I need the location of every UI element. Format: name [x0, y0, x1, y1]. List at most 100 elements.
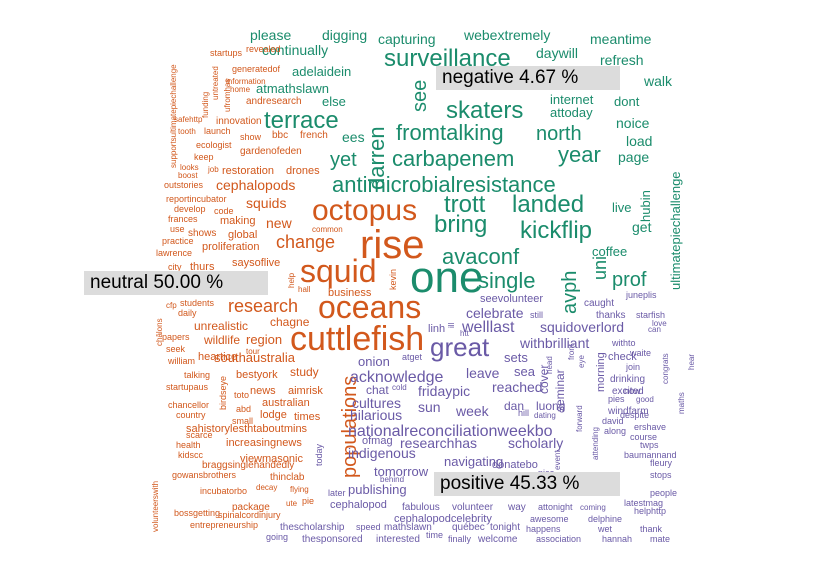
cloud-word: capturing: [378, 31, 436, 47]
cloud-word: cultures: [352, 395, 401, 411]
cloud-word: week: [455, 403, 490, 419]
cloud-word: chancellor: [168, 400, 209, 410]
cloud-word: birdseye: [218, 376, 228, 410]
cloud-word: oceans: [318, 289, 421, 325]
cloud-word: seminar: [553, 369, 567, 412]
cloud-word: châlons: [155, 318, 164, 346]
cloud-word: chagne: [270, 315, 310, 329]
cloud-word: bbc: [272, 130, 288, 141]
cloud-word: can: [648, 325, 661, 334]
cloud-word: terrace: [264, 107, 339, 134]
cloud-word: untreated: [211, 66, 220, 100]
cloud-word: bossgetting: [174, 508, 220, 518]
cloud-word: going: [266, 532, 288, 542]
cloud-word: ultimatepiechallenge: [668, 171, 683, 290]
cloud-word: bestyork: [236, 369, 278, 381]
cloud-word: squidoverlord: [540, 319, 624, 335]
cloud-word: daywill: [536, 45, 578, 61]
cloud-word: tour: [246, 347, 260, 356]
cloud-word: chat: [366, 383, 389, 397]
cloud-word: help: [287, 272, 296, 288]
cloud-word: noice: [616, 115, 650, 131]
cloud-word: hannah: [602, 534, 632, 544]
cloud-word: country: [176, 410, 206, 420]
cloud-word: practice: [162, 236, 194, 246]
cloud-word: latestmag: [624, 498, 663, 508]
cloud-word: small: [232, 416, 253, 426]
cloud-word: dating: [534, 411, 556, 420]
cloud-word: pie: [302, 496, 314, 506]
cloud-word: fridaypic: [418, 383, 470, 399]
cloud-word: htt: [460, 329, 470, 338]
cloud-word: change: [276, 232, 335, 252]
cloud-word: forward: [575, 405, 584, 432]
cloud-word: code: [214, 206, 234, 216]
cloud-word: thinclab: [270, 472, 305, 483]
cloud-word: talking: [184, 370, 210, 380]
cloud-word: reached: [492, 379, 543, 395]
cloud-word: squid: [300, 253, 377, 289]
cloud-word: australian: [262, 397, 310, 409]
cloud-word: city: [168, 262, 182, 272]
cloud-word: delphine: [588, 514, 622, 524]
cloud-word: withto: [611, 338, 636, 348]
cloud-word: continually: [262, 42, 328, 58]
cloud-word: check: [608, 351, 637, 363]
cloud-word: digging: [322, 27, 367, 43]
cloud-word: reportincubator: [166, 194, 227, 204]
cloud-word: avph: [559, 271, 581, 314]
cloud-word: ees: [342, 129, 365, 145]
cloud-word: lodge: [260, 409, 287, 421]
cloud-word: show: [240, 132, 262, 142]
cloud-word: despite: [620, 410, 649, 420]
cloud-word: walk: [643, 73, 673, 89]
cloud-word: waite: [629, 348, 651, 358]
cloud-word: front: [567, 343, 576, 360]
cloud-word: drones: [286, 165, 320, 177]
cloud-word: abd: [236, 404, 251, 414]
cloud-word: wet: [597, 524, 613, 534]
cloud-word: job: [207, 165, 219, 174]
cloud-word: yet: [330, 149, 357, 171]
cloud-word: mathslawn: [384, 522, 432, 533]
cloud-word: develop: [174, 204, 206, 214]
cloud-word: hear: [687, 354, 696, 370]
cloud-word: increasingnews: [226, 437, 302, 449]
cloud-word: cuttlefish: [290, 320, 424, 358]
cloud-word: decay: [256, 483, 277, 492]
cloud-word: coming: [580, 503, 606, 512]
cloud-word: pies: [608, 394, 625, 404]
cloud-word: leave: [466, 365, 500, 381]
cloud-word: single: [478, 268, 535, 293]
cloud-word: health: [176, 440, 201, 450]
cloud-word: revealed: [246, 44, 281, 54]
cloud-word: saysoflive: [232, 257, 280, 269]
cloud-word: atget: [402, 352, 423, 362]
cloud-word: heartice: [198, 351, 237, 363]
cloud-word: wildlife: [203, 333, 240, 347]
cloud-word: people: [650, 488, 677, 498]
cloud-word: french: [300, 130, 328, 141]
cloud-word: see: [409, 80, 431, 112]
cloud-word: time: [426, 530, 443, 540]
cloud-word: finally: [448, 534, 472, 544]
cloud-word: join: [625, 362, 640, 372]
cloud-word: eye: [577, 355, 586, 368]
label-neutral: neutral 50.00 %: [84, 271, 268, 295]
cloud-word: looks: [180, 163, 199, 172]
cloud-word: adelaidein: [292, 64, 351, 79]
cloud-word: nationalreconciliationweekbo: [348, 423, 553, 440]
cloud-word: papers: [162, 332, 190, 342]
cloud-word: boost: [178, 171, 198, 180]
cloud-word: ecologist: [196, 140, 232, 150]
cloud-word: tooth: [178, 127, 196, 136]
cloud-word: kidscc: [178, 450, 204, 460]
cloud-word: sahistorylesthtaboutmins: [186, 423, 308, 435]
cloud-word: populations: [339, 376, 361, 478]
cloud-word: refresh: [600, 52, 644, 68]
cloud-word: one: [410, 253, 483, 302]
cloud-word: love: [652, 319, 667, 328]
cloud-word: kickflip: [520, 217, 592, 244]
cloud-word: global: [228, 229, 257, 241]
cloud-word: morning: [595, 352, 607, 392]
